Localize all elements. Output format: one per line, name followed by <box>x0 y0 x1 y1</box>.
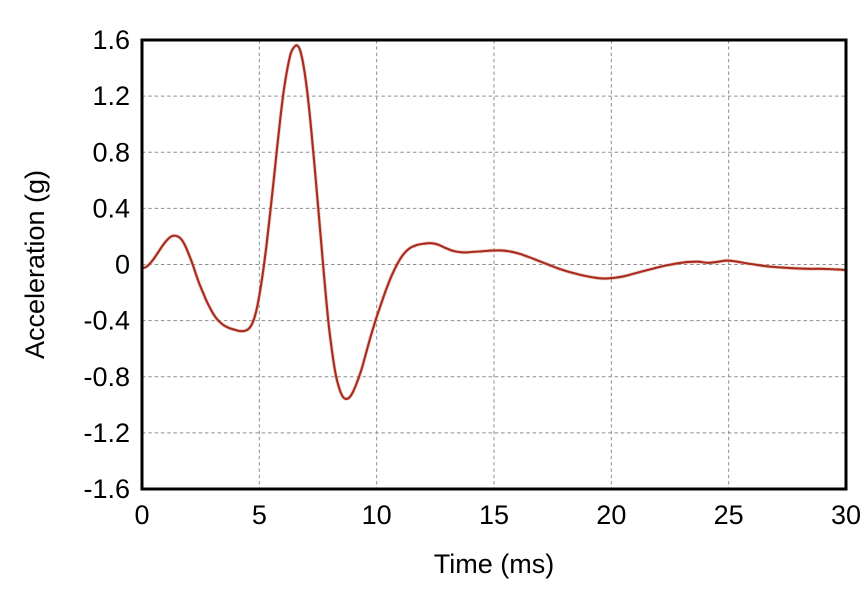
y-tick-label: 0.4 <box>92 193 130 223</box>
plot-frame <box>140 38 848 491</box>
y-tick-label: 0 <box>115 250 130 280</box>
y-axis-title: Acceleration (g) <box>20 170 50 359</box>
y-tick-label: -1.6 <box>83 474 130 504</box>
x-tick-label: 0 <box>134 500 149 530</box>
y-tick-label: -0.8 <box>83 362 130 392</box>
x-tick-label: 25 <box>714 500 744 530</box>
y-tick-label: -1.2 <box>83 418 130 448</box>
x-tick-label: 10 <box>362 500 392 530</box>
x-tick-label: 20 <box>596 500 626 530</box>
y-tick-label: 0.8 <box>92 137 130 167</box>
x-axis-title: Time (ms) <box>434 549 554 579</box>
x-tick-label: 15 <box>479 500 509 530</box>
acceleration-trace <box>140 44 848 400</box>
y-tick-label: -0.4 <box>83 306 130 336</box>
x-tick-label: 5 <box>252 500 267 530</box>
y-tick-label: 1.2 <box>92 81 130 111</box>
y-tick-label: 1.6 <box>92 25 130 55</box>
x-tick-label: 30 <box>831 500 861 530</box>
